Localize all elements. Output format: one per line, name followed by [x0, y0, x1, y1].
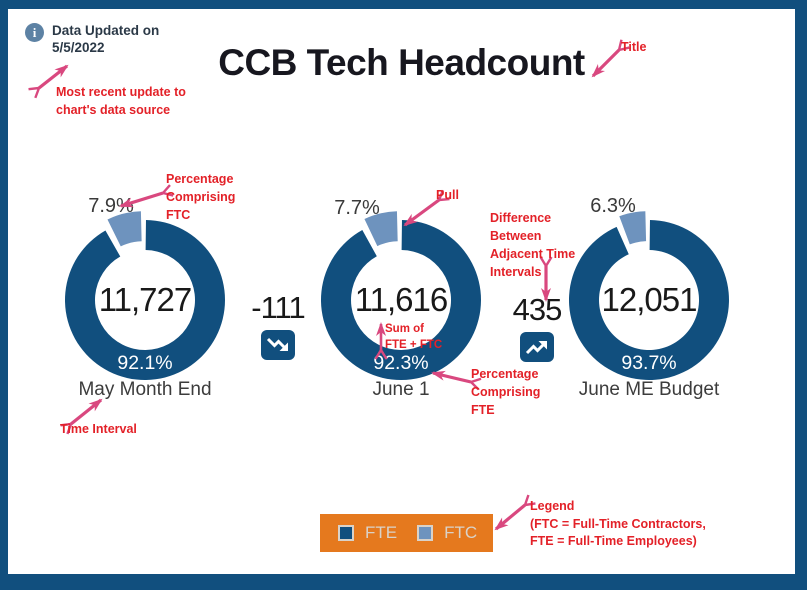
ftc-slice-pulled[interactable]	[107, 211, 142, 247]
ftc-percent-label: 7.9%	[88, 195, 134, 217]
trend-up-icon	[520, 332, 554, 362]
ftc-slice-pulled[interactable]	[364, 211, 398, 247]
delta-may-to-june: -111	[245, 290, 311, 360]
legend-label-ftc[interactable]: FTC	[444, 523, 478, 542]
legend-swatch-ftc[interactable]	[417, 525, 434, 541]
data-updated-block: i Data Updated on 5/5/2022	[25, 22, 159, 56]
ftc-percent-label: 7.7%	[334, 197, 380, 219]
legend-label-fte[interactable]: FTE	[365, 523, 398, 542]
donut-may-month-end: 7.9% 11,727 92.1% May Month End	[40, 195, 250, 405]
data-updated-date: 5/5/2022	[52, 40, 105, 55]
fte-slice[interactable]	[568, 220, 729, 381]
annotation-ftc-percentage: Percentage Comprising FTC	[166, 172, 236, 222]
data-updated-text: Data Updated on 5/5/2022	[52, 22, 159, 56]
fte-percent-label: 92.1%	[117, 352, 173, 374]
ftc-percent-label: 6.3%	[590, 195, 636, 217]
delta-value: 435	[512, 292, 563, 327]
fte-slice[interactable]	[65, 220, 226, 381]
legend-swatch-fte[interactable]	[338, 525, 354, 541]
headcount-total: 11,727	[98, 281, 192, 318]
annotation-difference: Difference Between Adjacent Time Interva…	[490, 211, 576, 279]
arrow-legend	[494, 494, 536, 531]
donut-label: June ME Budget	[578, 379, 720, 400]
delta-june-to-budget: 435	[504, 292, 570, 362]
annotation-time-interval: Time Interval	[60, 422, 137, 436]
donut-chart[interactable]	[544, 195, 754, 405]
donut-label: May Month End	[78, 379, 212, 400]
donut-chart[interactable]	[296, 195, 506, 405]
headcount-total: 11,616	[354, 281, 448, 318]
headcount-total: 12,051	[601, 281, 698, 318]
annotation-fte-percentage: Percentage Comprising FTE	[471, 367, 541, 417]
fte-slice[interactable]	[320, 220, 481, 381]
data-updated-label: Data Updated on	[52, 23, 160, 38]
page-title: CCB Tech Headcount	[218, 42, 585, 83]
trend-down-icon	[261, 330, 295, 360]
donut-label: June 1	[372, 379, 430, 400]
info-icon[interactable]: i	[25, 23, 44, 42]
annotation-sum: Sum of FTE + FTC	[385, 323, 443, 351]
legend: FTE FTC	[320, 514, 493, 552]
annotation-data-source: Most recent update to chart's data sourc…	[56, 85, 186, 117]
annotation-legend: Legend (FTC = Full-Time Contractors, FTE…	[530, 499, 706, 548]
fte-percent-label: 93.7%	[621, 352, 677, 374]
annotation-title: Title	[621, 40, 647, 54]
ftc-slice-pulled[interactable]	[619, 211, 647, 245]
delta-value: -111	[251, 290, 305, 325]
annotation-pull: Pull	[436, 188, 459, 202]
donut-june-me-budget: 6.3% 12,051 93.7% June ME Budget	[544, 195, 754, 405]
donut-chart[interactable]	[40, 195, 250, 405]
